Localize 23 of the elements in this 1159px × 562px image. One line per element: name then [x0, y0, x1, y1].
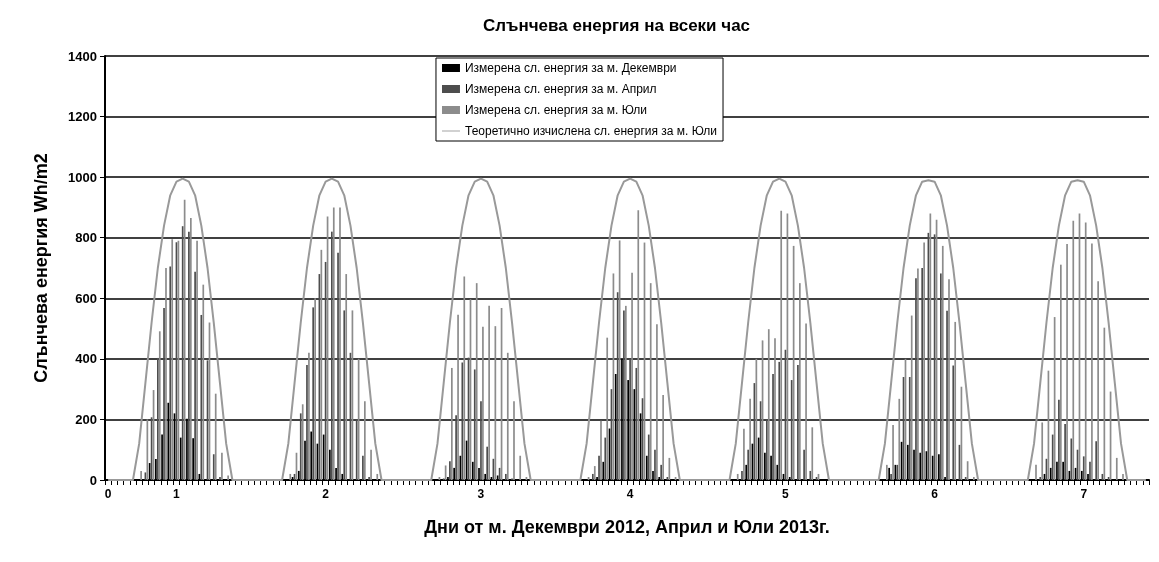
x-axis-title: Дни от м. Декември 2012, Април и Юли 2013г.	[424, 517, 830, 537]
legend-label: Теоретично изчислена сл. енергия за м. Юли	[464, 124, 718, 138]
y-tick-label: 200	[75, 411, 97, 427]
y-tick-label: 1400	[68, 48, 97, 64]
chart-title: Слънчева енергия на всеки час	[483, 16, 751, 35]
legend-label: Измерена сл. енергия за м. Декември	[464, 61, 677, 75]
x-tick-label: 2	[322, 487, 330, 501]
x-tick-label: 5	[782, 487, 790, 501]
y-tick-label: 0	[89, 472, 97, 488]
y-tick-label: 1200	[68, 109, 97, 125]
legend-label: Измерена сл. енергия за м. Април	[464, 82, 657, 96]
legend-label: Измерена сл. енергия за м. Юли	[464, 103, 647, 117]
y-tick-label: 1000	[68, 169, 97, 185]
x-tick-label: 1	[173, 487, 181, 501]
x-tick-label: 6	[931, 487, 939, 501]
y-axis-title: Слънчева енергия Wh/m2	[31, 153, 51, 383]
y-tick-label: 400	[75, 351, 97, 367]
x-tick-label: 0	[104, 487, 112, 501]
x-tick-label: 3	[477, 487, 485, 501]
y-tick-label: 800	[75, 230, 97, 246]
x-tick-label: 4	[626, 487, 634, 501]
x-tick-label: 7	[1080, 487, 1088, 501]
y-tick-label: 600	[75, 290, 97, 306]
